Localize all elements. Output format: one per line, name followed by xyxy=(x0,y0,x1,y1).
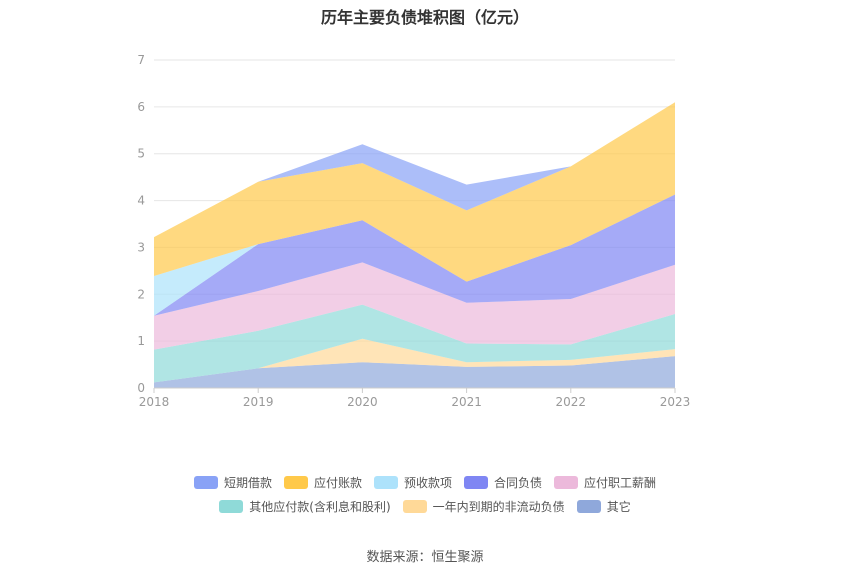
x-tick-label: 2019 xyxy=(243,395,274,409)
legend-label: 应付账款 xyxy=(313,476,362,490)
legend-item[interactable]: 合同负债 xyxy=(464,474,542,491)
x-tick-label: 2020 xyxy=(347,395,378,409)
legend-item[interactable]: 应付职工薪酬 xyxy=(554,474,656,491)
legend-label: 其他应付款(含利息和股利) xyxy=(249,500,391,514)
y-tick-label: 4 xyxy=(137,194,145,208)
y-tick-label: 3 xyxy=(137,240,145,254)
x-tick-label: 2021 xyxy=(451,395,482,409)
y-tick-label: 2 xyxy=(137,287,145,301)
legend-swatch xyxy=(219,500,244,513)
legend-label: 应付职工薪酬 xyxy=(584,476,657,490)
y-tick-label: 0 xyxy=(137,381,145,395)
y-tick-label: 5 xyxy=(137,147,145,161)
area-series xyxy=(154,102,675,282)
legend-swatch xyxy=(283,476,308,489)
legend-item[interactable]: 短期借款 xyxy=(193,474,272,491)
legend-swatch xyxy=(464,476,488,489)
x-tick-label: 2018 xyxy=(139,395,170,409)
area-series xyxy=(154,356,675,388)
chart-title: 历年主要负债堆积图（亿元） xyxy=(320,8,529,27)
legend-label: 预收款项 xyxy=(403,476,452,490)
legend-label: 一年内到期的非流动负债 xyxy=(432,500,565,514)
y-tick-label: 6 xyxy=(137,100,145,114)
legend-swatch xyxy=(373,476,398,489)
legend-label: 其它 xyxy=(606,500,631,514)
y-tick-label: 7 xyxy=(137,53,145,67)
area-series xyxy=(154,194,675,316)
legend-row-2: 其他应付款(含利息和股利) 一年内到期的非流动负债 其它 xyxy=(0,498,850,515)
legend-item[interactable]: 其它 xyxy=(576,498,631,515)
x-tick-label: 2022 xyxy=(556,395,587,409)
legend-item[interactable]: 其他应付款(含利息和股利) xyxy=(219,498,391,515)
legend-swatch xyxy=(576,500,601,513)
legend-swatch xyxy=(554,476,579,489)
legend-item[interactable]: 预收款项 xyxy=(373,474,452,491)
area-series xyxy=(154,338,675,383)
legend-swatch xyxy=(193,476,218,489)
x-tick-label: 2023 xyxy=(660,395,691,409)
area-series xyxy=(154,102,675,238)
legend-swatch xyxy=(402,500,427,513)
legend-row-1: 短期借款 应付账款 预收款项 合同负债 应付职工薪酬 xyxy=(0,474,850,491)
legend-label: 合同负债 xyxy=(494,476,543,490)
y-tick-label: 1 xyxy=(137,334,145,348)
legend-item[interactable]: 一年内到期的非流动负债 xyxy=(402,498,565,515)
legend-label: 短期借款 xyxy=(223,476,272,490)
legend-item[interactable]: 应付账款 xyxy=(283,474,362,491)
area-series xyxy=(154,262,675,350)
area-series xyxy=(154,304,675,383)
data-source: 数据来源：恒生聚源 xyxy=(366,550,484,565)
